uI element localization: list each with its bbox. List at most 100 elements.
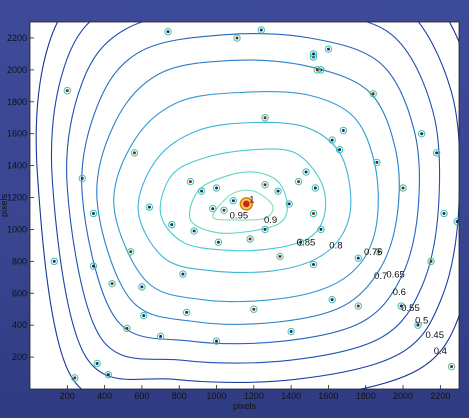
source-marker — [297, 180, 301, 184]
contour-level-label: 0.6 — [393, 287, 406, 298]
source-marker — [326, 47, 330, 51]
source-halo — [311, 184, 320, 192]
source-marker — [263, 183, 267, 187]
source-halo — [261, 225, 269, 234]
source-halo — [182, 308, 191, 317]
source-halo — [313, 66, 321, 74]
source-marker — [450, 365, 454, 369]
source-halo — [156, 332, 165, 341]
source-halo — [397, 302, 405, 310]
source-marker — [200, 189, 204, 193]
source-halo — [287, 327, 295, 336]
source-halo — [440, 209, 448, 218]
x-tick-label: 2000 — [393, 391, 413, 401]
source-halo — [93, 359, 101, 368]
contour-line-0-65 — [81, 33, 420, 345]
source-marker — [211, 207, 215, 211]
source-halo — [233, 34, 241, 42]
source-marker — [140, 285, 144, 289]
source-marker — [356, 256, 360, 260]
y-tick-label: 1600 — [7, 129, 27, 139]
source-marker — [429, 259, 433, 263]
source-marker — [65, 89, 69, 93]
source-marker — [147, 205, 151, 209]
source-marker — [276, 189, 280, 193]
source-halo — [257, 26, 265, 34]
source-marker — [188, 180, 192, 184]
source-halo — [309, 260, 318, 269]
contour-level-label: 0.45 — [426, 330, 445, 341]
contour-labels: 10.95 0.9 0.85 0.8 0.75 0.7 0.65 0.6 0.55 0.5 0.45… — [230, 194, 447, 357]
y-axis-label: pixels — [0, 193, 9, 217]
contour-level-label: 0.75 — [364, 247, 383, 258]
source-halo — [220, 206, 228, 214]
contour-line-0-7 — [96, 59, 400, 325]
source-halo — [399, 184, 407, 192]
contour-line-0-85 — [159, 148, 327, 252]
peak-marker — [242, 200, 250, 208]
source-halo — [414, 321, 422, 329]
contour-line-0-8 — [137, 121, 352, 274]
source-marker — [399, 304, 403, 308]
source-halo — [309, 50, 318, 58]
source-marker — [52, 259, 56, 263]
source-halo — [328, 295, 336, 304]
source-halo — [246, 235, 254, 243]
axis-ticks: 200 400 600 800 1000 1200 1400 1600 1800 2000 2200… — [7, 33, 450, 401]
contour-line-0-95 — [212, 189, 274, 221]
source-marker — [91, 264, 95, 268]
source-marker — [375, 160, 379, 164]
x-tick-label: 1200 — [244, 391, 264, 401]
x-tick-label: 1600 — [318, 391, 338, 401]
contour-level-label: 0.5 — [415, 316, 428, 327]
source-halo — [179, 270, 187, 278]
source-marker — [181, 272, 185, 276]
source-halo — [212, 184, 221, 192]
source-marker — [159, 334, 163, 338]
source-halo — [373, 158, 381, 167]
x-tick-label: 200 — [60, 391, 75, 401]
contour-line-0-55 — [50, 22, 459, 383]
source-marker — [252, 307, 256, 311]
source-halo — [294, 177, 303, 186]
source-marker — [371, 92, 375, 96]
source-halo — [71, 374, 79, 382]
source-halo — [261, 181, 269, 189]
source-marker — [222, 208, 226, 212]
source-marker — [435, 151, 439, 155]
source-halo — [335, 145, 344, 154]
source-halo — [140, 311, 148, 320]
x-tick-label: 1800 — [356, 391, 376, 401]
source-marker — [401, 186, 405, 190]
source-halo — [285, 200, 293, 208]
source-halo — [229, 197, 238, 205]
y-tick-label: 2200 — [7, 33, 27, 43]
source-halo — [354, 254, 362, 262]
source-halo — [138, 283, 146, 291]
source-marker — [129, 250, 133, 254]
source-marker — [215, 339, 219, 343]
source-halo — [63, 86, 72, 95]
y-tick-label: 1200 — [7, 193, 27, 203]
source-halo — [186, 177, 195, 186]
source-marker — [185, 310, 189, 314]
source-marker — [278, 255, 282, 259]
source-halo — [214, 238, 223, 246]
source-halo — [168, 220, 176, 229]
source-halo — [130, 149, 139, 157]
contour-line-0-6 — [66, 22, 441, 364]
source-halo — [89, 262, 98, 270]
source-marker — [95, 361, 99, 365]
y-tick-label: 400 — [12, 320, 27, 330]
x-tick-label: 400 — [97, 391, 112, 401]
source-halo — [354, 302, 362, 310]
source-marker — [356, 304, 360, 308]
contour-level-label: 0.85 — [297, 237, 316, 248]
source-halo — [127, 248, 135, 256]
source-marker — [235, 36, 239, 40]
y-tick-label: 2000 — [7, 65, 27, 75]
source-marker — [216, 240, 220, 244]
source-marker — [231, 199, 235, 203]
source-halo — [209, 204, 217, 213]
source-markers — [50, 26, 459, 382]
